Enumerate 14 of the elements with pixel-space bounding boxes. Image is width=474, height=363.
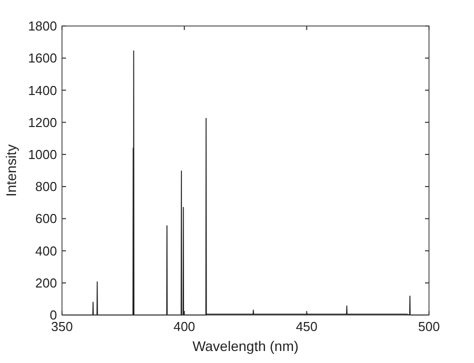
y-tick-label: 1400 [28, 82, 57, 98]
y-tick-label: 1800 [28, 18, 57, 34]
y-axis-title: Intensity [3, 144, 19, 197]
x-axis-title: Wavelength (nm) [192, 338, 299, 354]
x-tick-label: 500 [418, 319, 440, 334]
x-tick-label: 400 [173, 319, 196, 334]
y-tick-label: 1600 [28, 50, 57, 66]
y-tick-label: 1000 [28, 146, 57, 162]
x-tick-label: 450 [296, 319, 318, 334]
y-tick-label: 1200 [28, 114, 57, 130]
y-tick-label: 400 [35, 243, 57, 258]
y-tick-label: 200 [35, 275, 57, 290]
y-tick-label: 800 [35, 179, 57, 194]
y-tick-label: 600 [35, 211, 57, 226]
